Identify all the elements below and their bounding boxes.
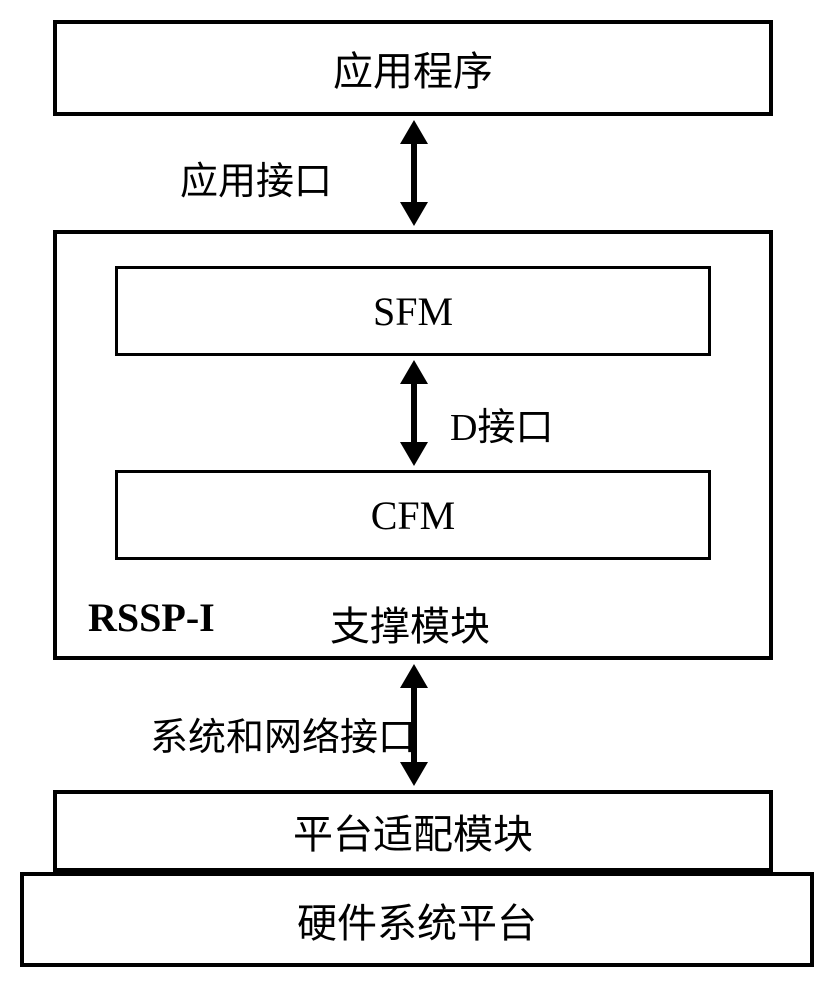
hardware-label: 硬件系统平台 (297, 891, 537, 949)
arrow-up-icon (400, 664, 428, 688)
app-box: 应用程序 (53, 20, 773, 116)
support-module-label: 支撑模块 (330, 594, 490, 652)
arrow-app-rssp (400, 120, 428, 226)
arrow-down-icon (400, 442, 428, 466)
adapter-box: 平台适配模块 (53, 790, 773, 872)
hardware-box: 硬件系统平台 (20, 872, 814, 967)
arrow-down-icon (400, 762, 428, 786)
adapter-label: 平台适配模块 (293, 802, 533, 860)
arrow-up-icon (400, 360, 428, 384)
arrow-up-icon (400, 120, 428, 144)
cfm-label: CFM (371, 492, 456, 539)
arrow-shaft (411, 384, 417, 442)
app-label: 应用程序 (333, 39, 493, 97)
interface-app-label: 应用接口 (180, 150, 332, 205)
rssp-name-label: RSSP-I (88, 594, 215, 641)
sfm-label: SFM (373, 288, 453, 335)
diagram-root: 应用程序 应用接口 SFM D接口 CFM RSSP-I 支撑模块 系统和网络接… (20, 20, 817, 967)
interface-sys-label: 系统和网络接口 (150, 706, 416, 761)
arrow-sfm-cfm (400, 360, 428, 466)
cfm-box: CFM (115, 470, 711, 560)
arrow-shaft (411, 144, 417, 202)
sfm-box: SFM (115, 266, 711, 356)
arrow-down-icon (400, 202, 428, 226)
interface-d-label: D接口 (450, 396, 553, 451)
